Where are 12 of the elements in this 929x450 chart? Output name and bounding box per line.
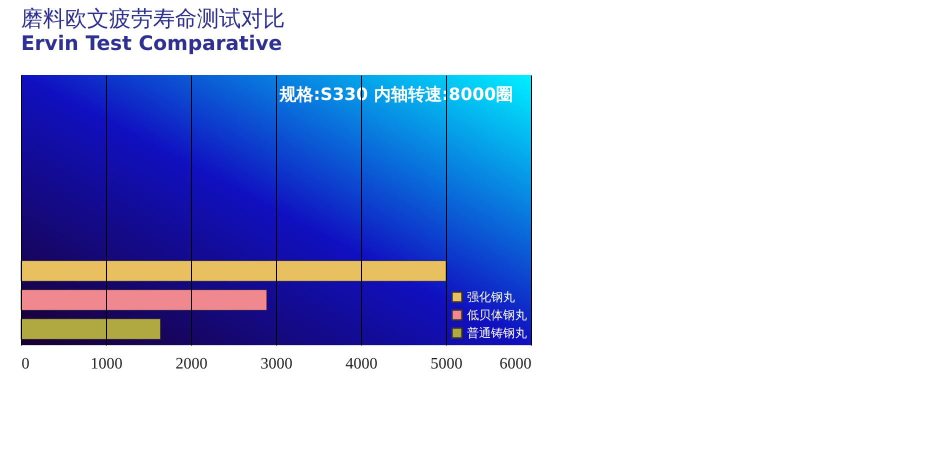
x-tick-label: 1000 [90,356,122,372]
x-tick-label: 4000 [346,356,378,372]
legend-label: 低贝体钢丸 [467,308,527,322]
x-tick-label: 5000 [430,356,462,372]
x-tick-label: 6000 [500,356,532,372]
legend-label: 普通铸钢丸 [467,326,527,340]
x-tick-label: 0 [22,356,30,372]
legend-label: 强化钢丸 [467,290,515,304]
chart-subtitle: Ervin Test Comparative [21,31,282,55]
x-tick-label: 2000 [176,356,208,372]
chart-title: 磨料欧文疲劳寿命测试对比 [21,7,285,32]
x-tick-label: 3000 [260,356,292,372]
